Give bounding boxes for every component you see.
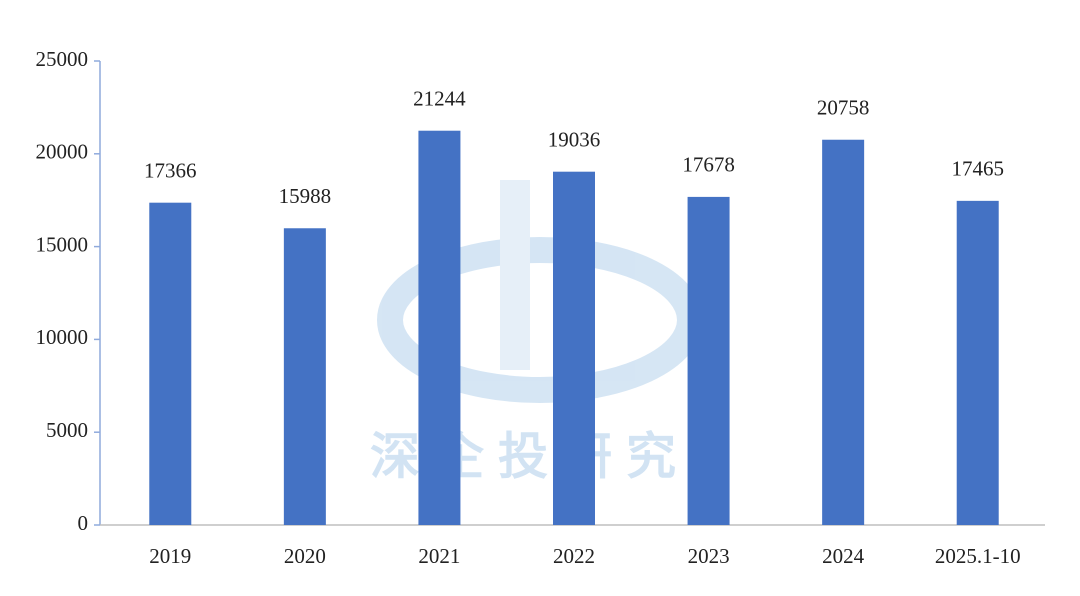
data-label: 19036 — [548, 128, 601, 152]
bar — [553, 171, 595, 525]
watermark: 深企投研究 — [370, 428, 690, 486]
x-tick-label: 2019 — [149, 544, 191, 568]
data-label: 17465 — [951, 157, 1004, 181]
y-tick-label: 20000 — [36, 140, 89, 164]
data-label: 20758 — [817, 96, 870, 120]
bar — [418, 130, 461, 525]
bar — [149, 202, 192, 525]
x-tick-label: 2023 — [688, 544, 730, 568]
data-label: 17366 — [144, 158, 197, 182]
y-tick-label: 25000 — [36, 47, 89, 71]
data-label: 17678 — [682, 153, 735, 177]
bar — [956, 200, 999, 525]
y-tick-label: 10000 — [36, 325, 89, 349]
bar — [687, 196, 730, 526]
y-tick-label: 0 — [78, 511, 89, 535]
y-tick-label: 5000 — [46, 418, 88, 442]
bar — [283, 228, 326, 525]
bar — [822, 139, 865, 526]
x-tick-label: 2020 — [284, 544, 326, 568]
y-tick-label: 15000 — [36, 232, 89, 256]
x-tick-label: 2021 — [418, 544, 460, 568]
data-label: 21244 — [413, 87, 466, 111]
x-tick-label: 2025.1-10 — [935, 544, 1021, 568]
x-tick-label: 2022 — [553, 544, 595, 568]
x-tick-label: 2024 — [822, 544, 865, 568]
data-label: 15988 — [279, 184, 332, 208]
